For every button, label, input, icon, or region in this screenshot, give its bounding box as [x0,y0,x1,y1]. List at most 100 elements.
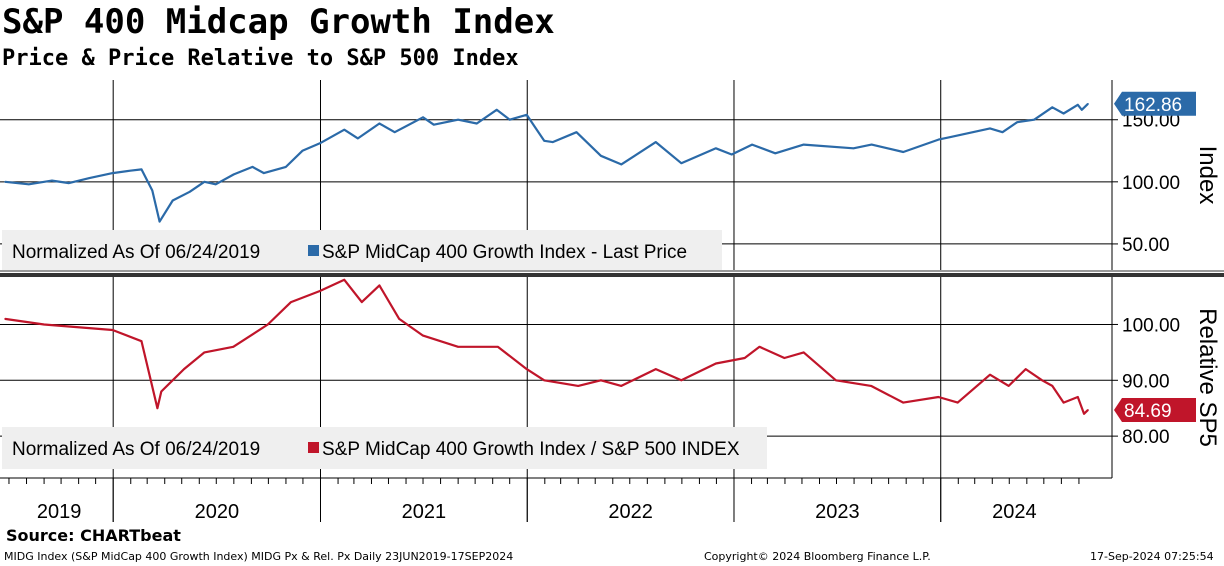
legend: Normalized As Of 06/24/2019 S&P MidCap 40… [2,427,767,469]
data-point [357,137,359,140]
data-point [156,407,159,410]
data-point [422,334,424,337]
data-point [171,199,174,202]
data-point [774,152,777,155]
data-point [543,379,546,382]
data-point [1080,109,1083,111]
data-point [422,116,424,119]
data-point [343,278,346,281]
year-label: 2020 [195,501,240,523]
data-point [203,181,206,183]
data-point [835,379,837,382]
data-point [1033,118,1035,121]
data-point [937,138,940,141]
data-point [1077,396,1079,398]
x-axis: 2019 2020 2021 2022 2023 2024 [0,477,1112,523]
legend-label: S&P MidCap 400 Growth Index - Last Price [322,242,687,263]
data-point [1062,401,1065,404]
data-point [151,189,154,192]
data-point [232,345,235,348]
year-label: 2022 [608,501,653,523]
data-point [319,290,321,292]
data-point [802,351,805,354]
series-line [4,103,1089,223]
legend: Normalized As Of 06/24/2019 S&P MidCap 40… [2,230,722,272]
axis-title: Index [1194,146,1221,205]
data-point [1024,368,1027,370]
source-label: Source: CHARTbeat [6,526,181,545]
data-point [989,373,991,376]
data-point [758,345,761,348]
y-tick-label: 100.00 [1122,315,1180,336]
data-point [233,173,235,176]
last-value-label: 84.69 [1124,401,1172,422]
data-point [620,163,623,166]
legend-background [2,230,722,272]
relative-panel: 80.00 90.00 100.00 84.69 Relative SP5 Normali… [0,278,1221,469]
data-point [600,379,602,382]
data-point [620,385,623,387]
data-point [267,323,269,326]
data-point [129,169,131,172]
data-point [476,122,478,125]
chart-subtitle: Price & Price Relative to S&P 500 Index [2,46,519,71]
data-point [319,142,321,145]
data-point [902,151,905,153]
footer-copyright: Copyright© 2024 Bloomberg Finance L.P. [704,550,931,563]
data-point [4,181,6,183]
footer-ticker-info: MIDG Index (S&P MidCap 400 Growth Index)… [4,550,514,563]
data-point [937,396,940,398]
data-point [543,140,546,142]
data-point [508,118,511,121]
data-point [1041,379,1043,382]
data-point [1087,409,1089,411]
data-point [902,401,905,404]
data-point [870,385,872,387]
data-point [214,183,217,186]
data-point [88,177,91,179]
chart-title: S&P 400 Midcap Growth Index [2,2,555,42]
data-point [111,172,114,174]
data-point [398,318,401,320]
last-value-label: 162.86 [1124,95,1182,116]
data-point [730,153,733,156]
data-point [600,154,602,157]
y-tick-label: 90.00 [1122,371,1170,392]
axis-title: Relative SP5 [1194,308,1221,447]
data-point [43,323,45,326]
data-point [870,143,873,146]
data-point [27,183,30,186]
data-point [51,179,53,182]
data-point [160,390,163,393]
data-point [1083,412,1085,415]
data-point [285,166,287,168]
legend-swatch [308,245,319,256]
panel-divider[interactable] [0,273,1224,277]
data-point [343,128,346,131]
data-point [188,190,191,193]
data-point [393,131,396,133]
data-point [956,401,959,404]
data-point [551,141,554,143]
data-point [203,351,206,354]
footer-timestamp: 17-Sep-2024 07:25:54 [1090,550,1214,563]
data-point [158,220,161,223]
data-point [577,385,580,387]
data-point [525,368,528,370]
data-point [1007,385,1010,387]
data-point [1062,112,1065,115]
data-point [680,162,683,165]
y-tick-label: 150.00 [1122,111,1180,132]
data-point [655,141,657,143]
data-point [183,368,185,370]
legend-label: S&P MidCap 400 Growth Index / S&P 500 IN… [322,439,740,460]
y-tick-label: 50.00 [1122,235,1170,256]
data-point [378,284,381,287]
data-point [378,122,381,125]
data-point [1001,131,1004,133]
data-point [457,118,459,121]
data-point [680,379,683,382]
last-value-tag [1114,91,1196,116]
